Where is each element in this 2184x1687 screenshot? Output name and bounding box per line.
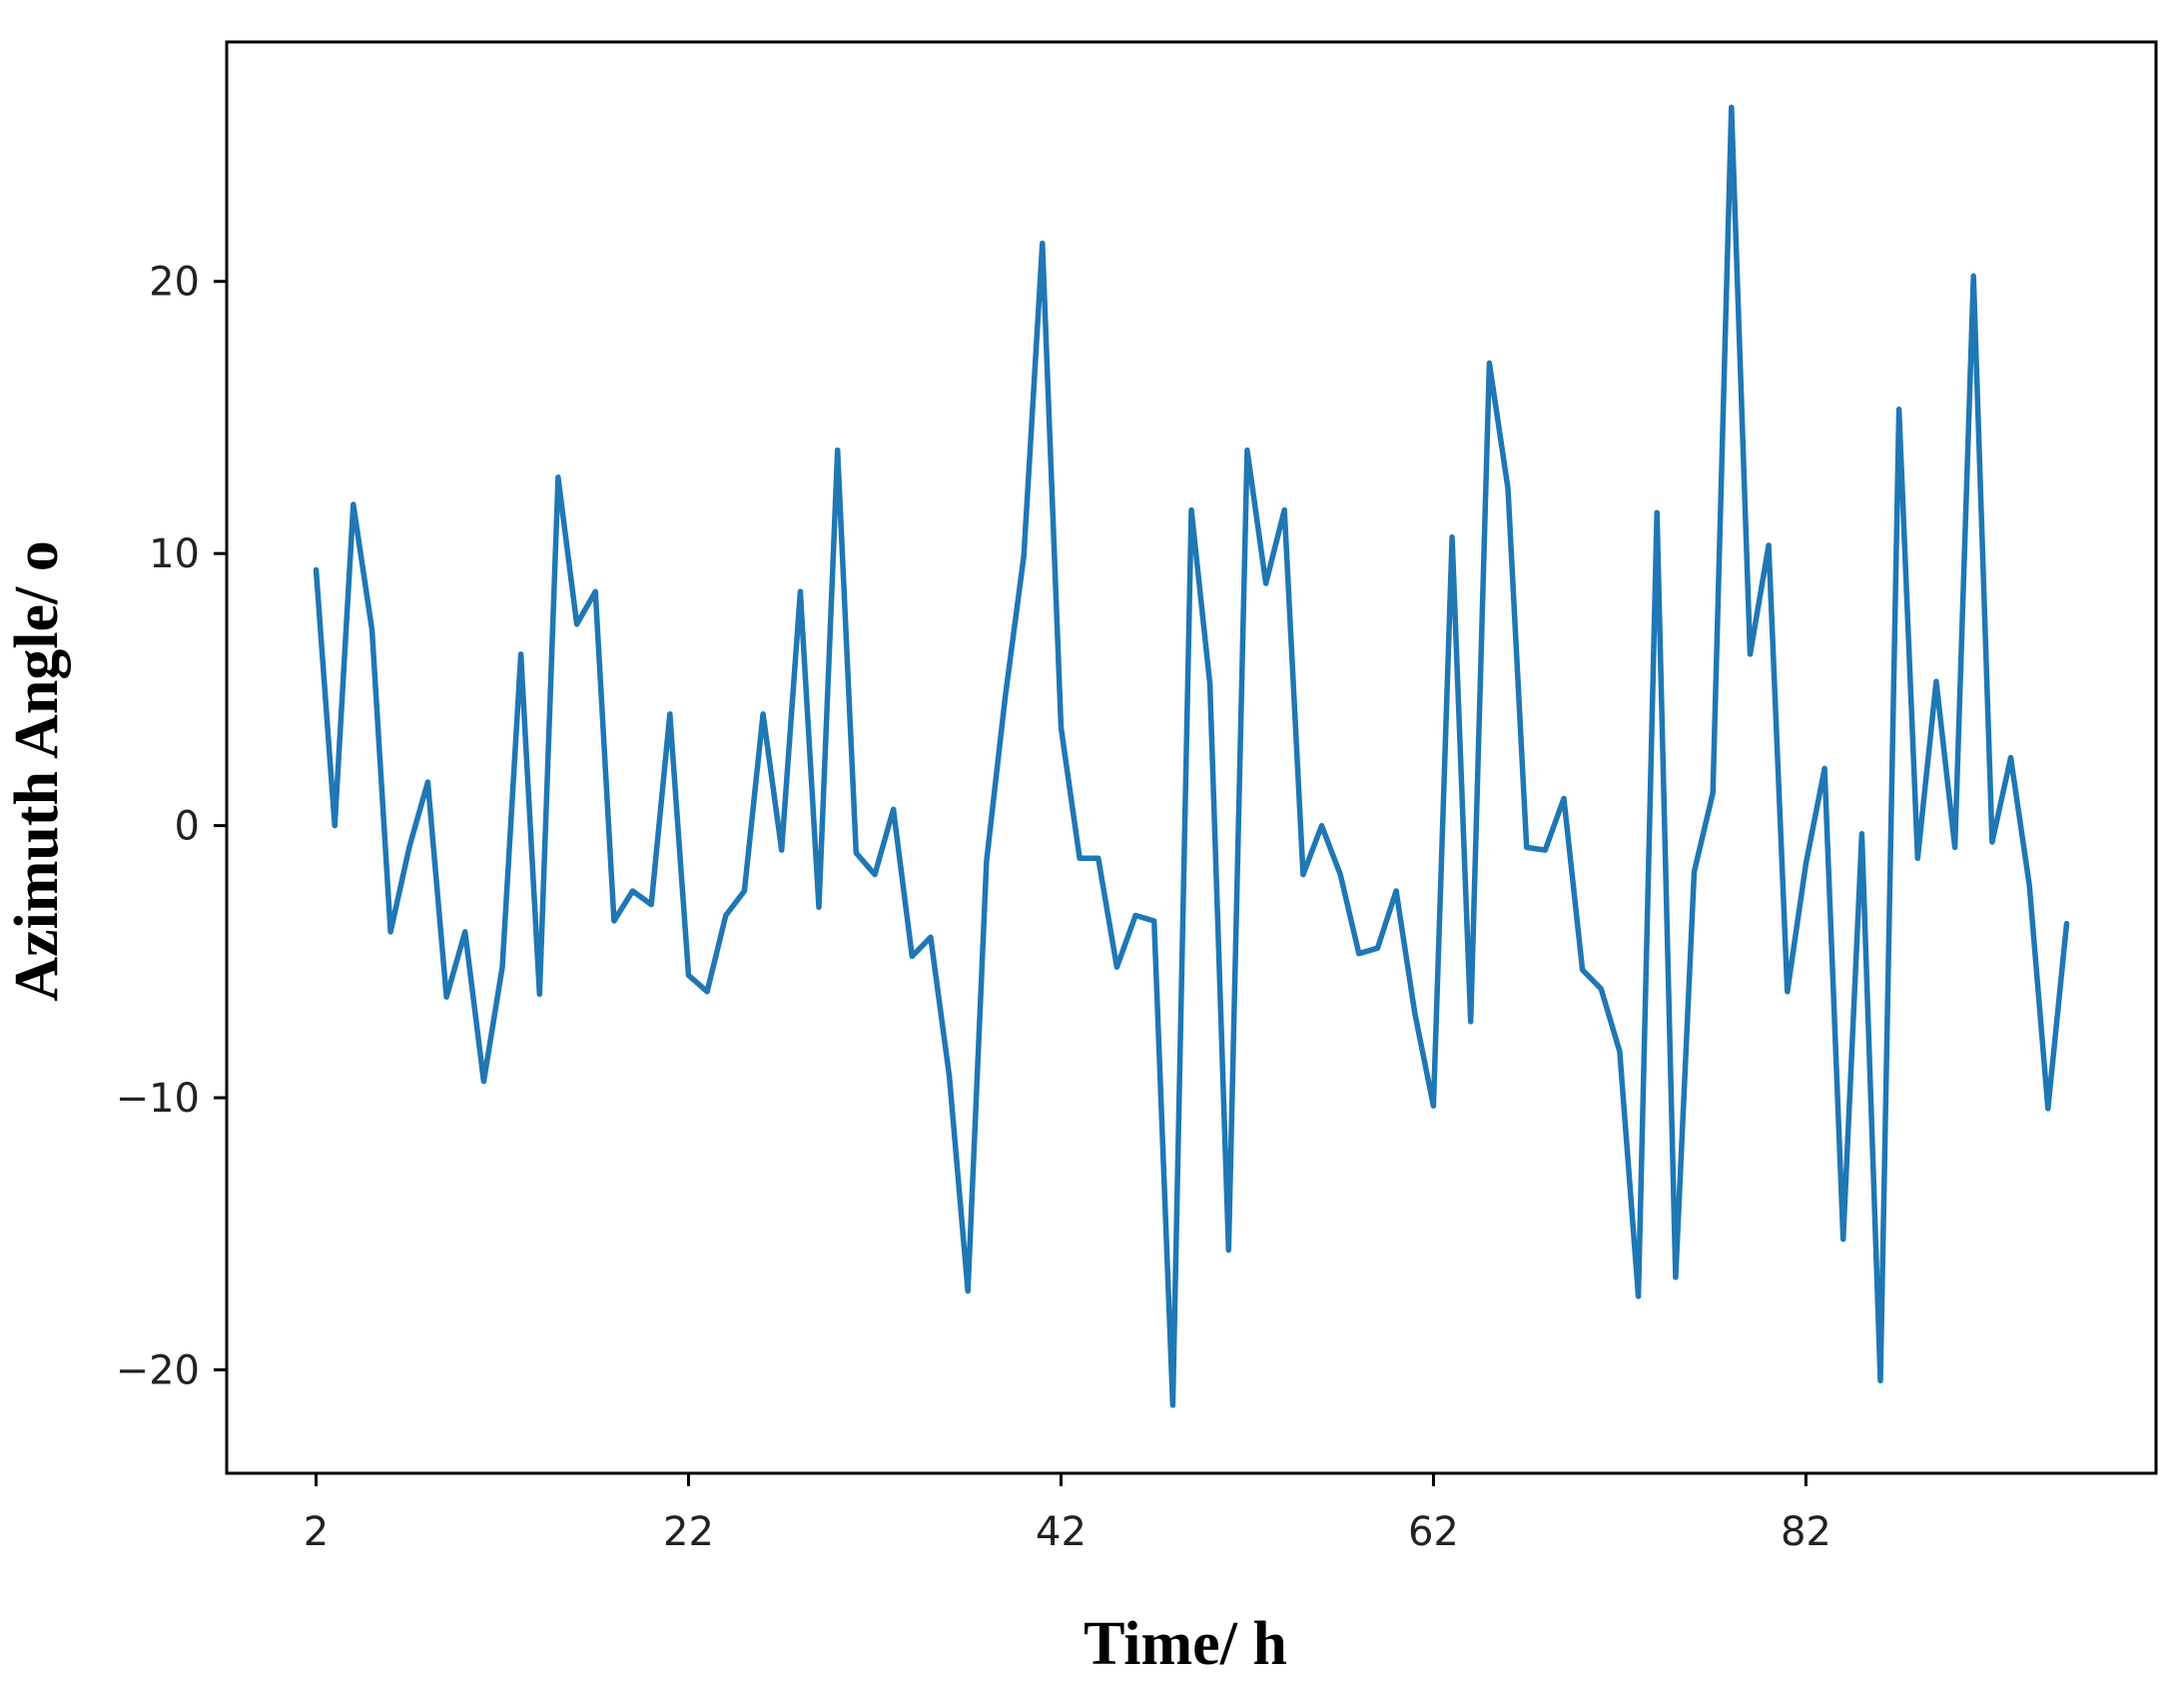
x-tick-label: 2 <box>304 1509 329 1555</box>
x-axis-ticks: 2 22 42 62 82 <box>304 1473 1831 1555</box>
y-axis-ticks: 20 10 0 −10 −20 <box>116 260 227 1393</box>
y-tick-label: 20 <box>149 260 200 306</box>
y-tick-label: 0 <box>175 804 200 850</box>
y-tick-label: −20 <box>116 1347 200 1393</box>
y-tick-label: −10 <box>116 1076 200 1122</box>
y-tick-label: 10 <box>149 531 200 577</box>
x-tick-label: 22 <box>663 1509 714 1555</box>
y-axis-title: Azimuth Angle/ o <box>3 540 71 1002</box>
x-axis-title: Time/ h <box>1084 1610 1287 1678</box>
x-tick-label: 42 <box>1036 1509 1087 1555</box>
x-tick-label: 82 <box>1781 1509 1831 1555</box>
azimuth-angle-series-line <box>313 104 2070 1408</box>
x-tick-label: 62 <box>1408 1509 1459 1555</box>
